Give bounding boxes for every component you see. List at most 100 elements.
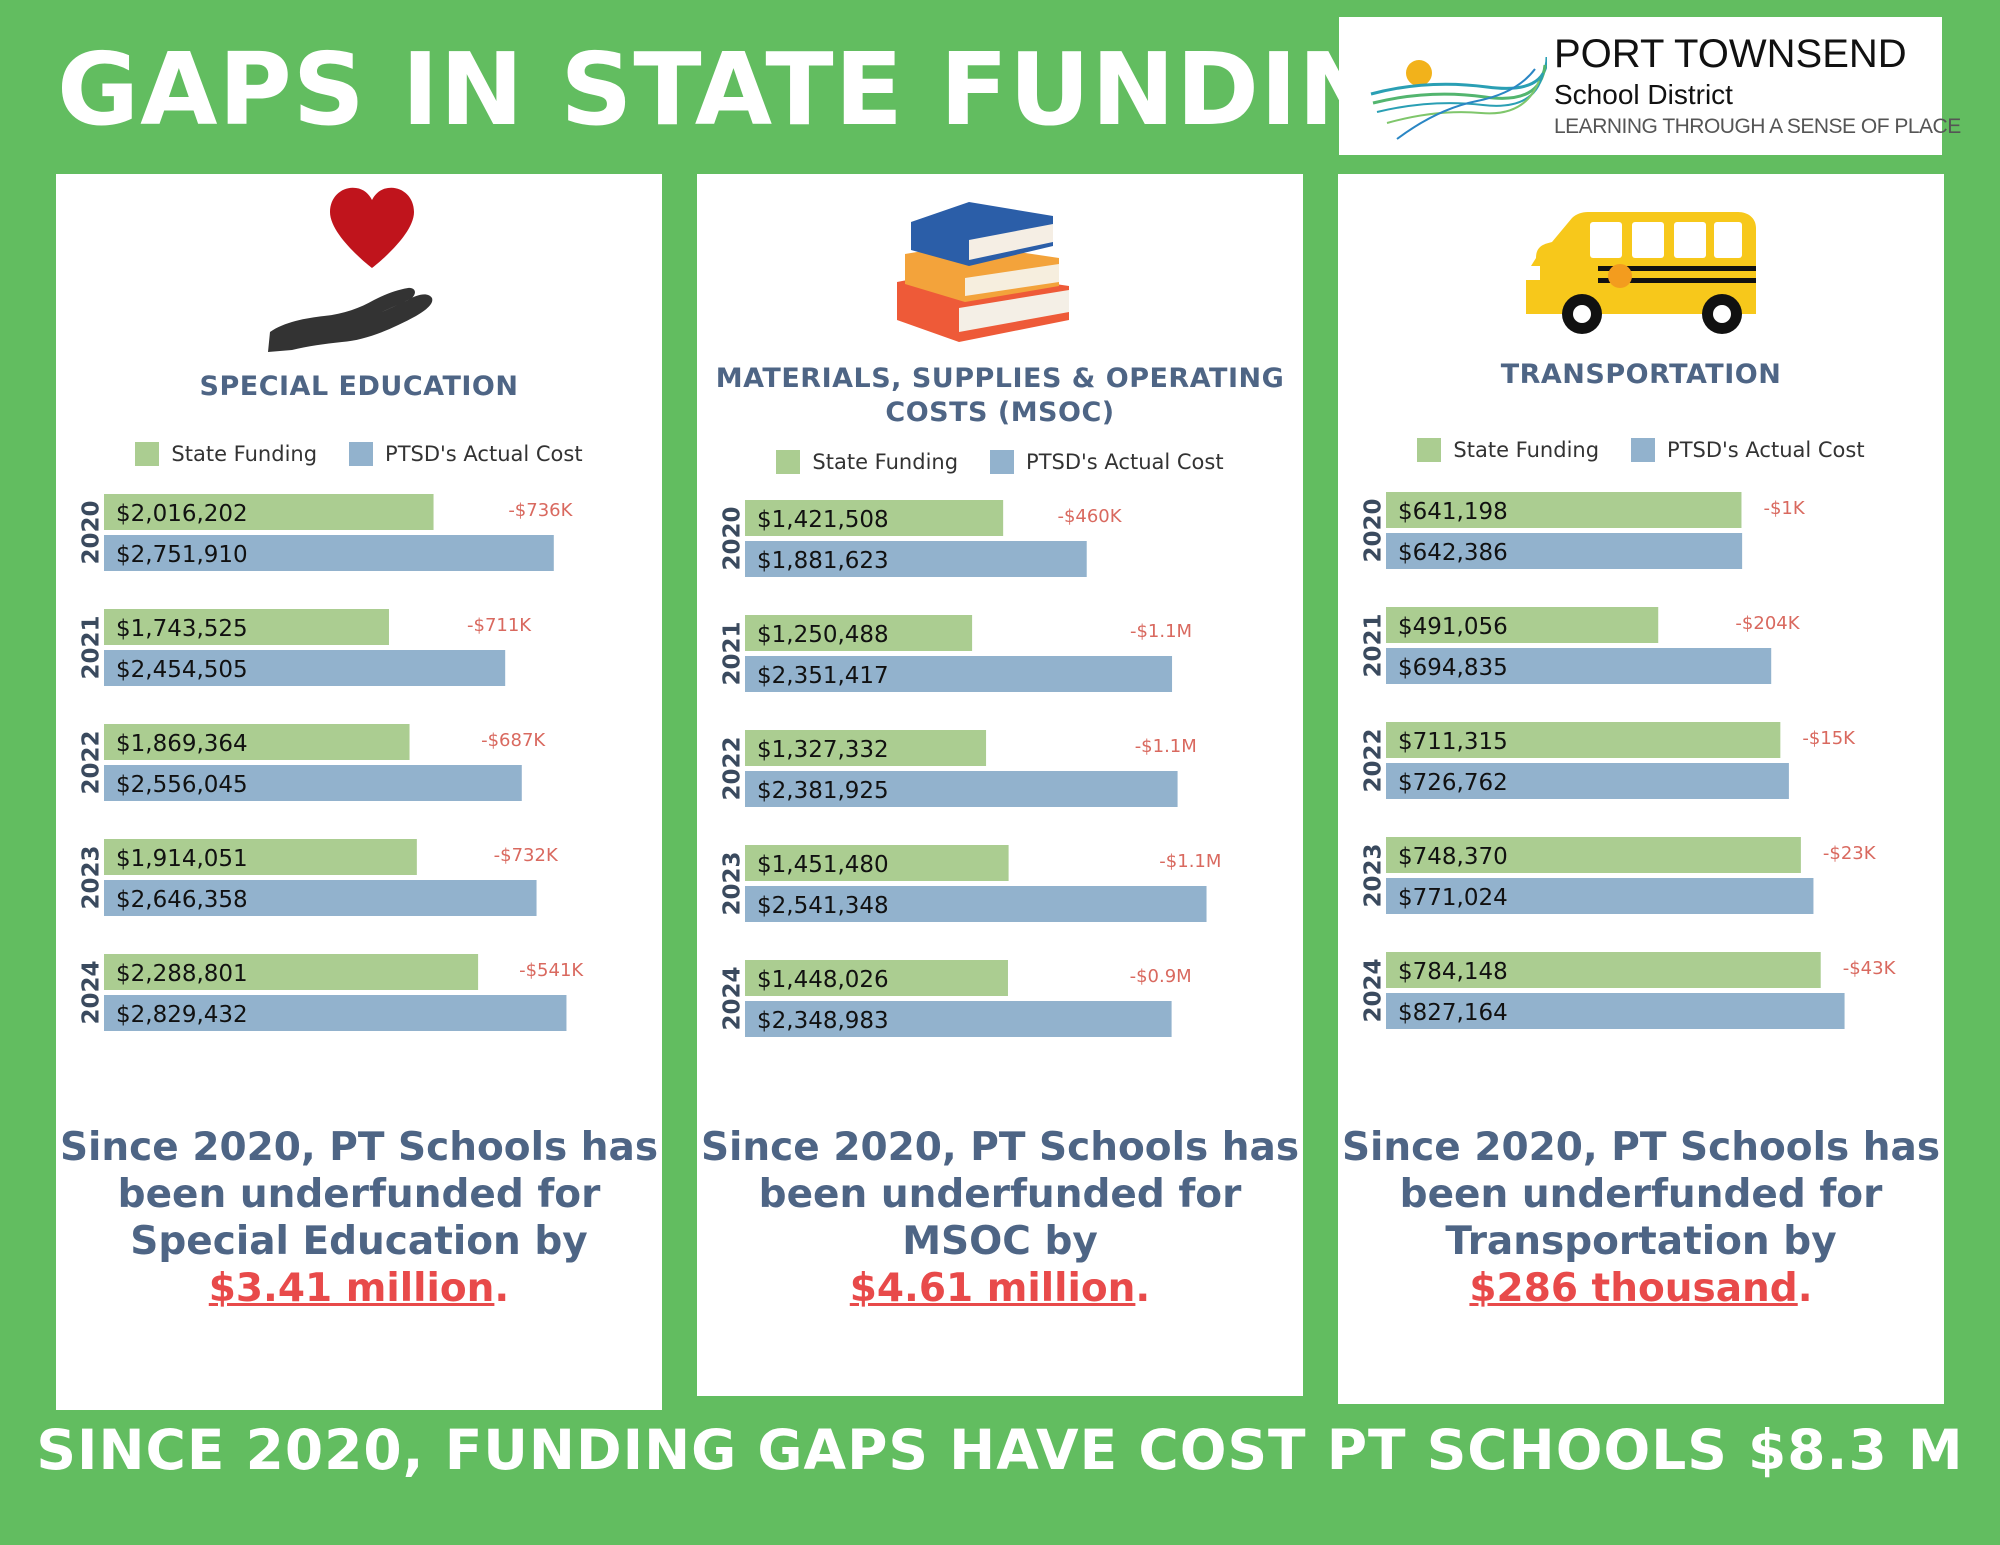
year-label-2022: 2022	[720, 736, 746, 800]
summary-amount: $4.61 million	[849, 1266, 1136, 1311]
gap-label-2024: -$541K	[519, 960, 584, 981]
district-logo: PORT TOWNSEND School District LEARNING T…	[1339, 17, 1961, 155]
year-label-2023: 2023	[720, 851, 746, 915]
bar-state-funding-2022	[1386, 722, 1781, 758]
year-label-2021: 2021	[1361, 613, 1387, 677]
year-label-2022: 2022	[79, 730, 105, 794]
legend-actual-cost: PTSD's Actual Cost	[349, 442, 583, 466]
bar-state-funding-2020	[104, 494, 434, 530]
gap-label-2020: -$1K	[1763, 498, 1805, 519]
panel-transportation: TRANSPORTATION State Funding PTSD's Actu…	[1338, 174, 1944, 1404]
bar-label-actual-2023: $771,024	[1398, 885, 1508, 911]
bar-label-actual-2024: $2,829,432	[116, 1002, 248, 1028]
bar-label-state-2021: $491,056	[1398, 614, 1508, 640]
panel-title: TRANSPORTATION	[1500, 359, 1782, 390]
district-subtitle: School District	[1554, 79, 1733, 110]
legend-label-state: State Funding	[1453, 438, 1600, 462]
chart-legend: State Funding PTSD's Actual Cost	[1338, 438, 1944, 462]
bar-label-state-2023: $748,370	[1398, 844, 1508, 870]
bar-label-state-2024: $1,448,026	[757, 967, 889, 993]
bar-label-state-2020: $641,198	[1398, 499, 1508, 525]
bar-state-funding-2020	[745, 500, 1004, 536]
gap-label-2020: -$736K	[508, 500, 573, 521]
legend-label-state: State Funding	[812, 450, 959, 474]
legend-label-actual: PTSD's Actual Cost	[385, 442, 583, 466]
year-label-2023: 2023	[79, 845, 105, 909]
summary-amount: $3.41 million	[208, 1266, 495, 1311]
bar-label-state-2021: $1,250,488	[757, 622, 889, 648]
legend-state-funding: State Funding	[776, 450, 958, 474]
bar-actual-cost-2024	[745, 1001, 1172, 1037]
bar-label-state-2022: $711,315	[1398, 729, 1508, 755]
bar-label-actual-2022: $2,556,045	[116, 772, 248, 798]
summary-text: Since 2020, PT Schools has been underfun…	[697, 1124, 1303, 1312]
bar-label-actual-2022: $726,762	[1398, 770, 1508, 796]
gap-label-2022: -$1.1M	[1135, 736, 1197, 757]
bar-chart: $2,016,202 $2,751,910 -$736K 2020 $1,743,525…	[79, 494, 584, 1031]
bar-label-state-2023: $1,451,480	[757, 852, 889, 878]
summary-lead: Since 2020, PT Schools has been underfun…	[59, 1125, 659, 1264]
summary-text: Since 2020, PT Schools has been underfun…	[1338, 1124, 1944, 1312]
year-label-2022: 2022	[1361, 728, 1387, 792]
bar-label-state-2024: $2,288,801	[116, 961, 248, 987]
legend-swatch-actual	[990, 450, 1015, 474]
year-label-2021: 2021	[720, 621, 746, 685]
gap-label-2022: -$15K	[1802, 728, 1856, 749]
bar-actual-cost-2024	[104, 995, 567, 1031]
gap-label-2021: -$204K	[1735, 613, 1800, 634]
summary-text: Since 2020, PT Schools has been underfun…	[56, 1124, 662, 1312]
summary-period: .	[494, 1266, 510, 1311]
bar-label-state-2022: $1,327,332	[757, 737, 889, 763]
bar-state-funding-2020	[1386, 492, 1742, 528]
bar-state-funding-2023	[745, 845, 1009, 881]
bar-label-actual-2023: $2,541,348	[757, 893, 889, 919]
footer-headline: SINCE 2020, FUNDING GAPS HAVE COST PT SC…	[36, 1418, 1964, 1482]
legend-actual-cost: PTSD's Actual Cost	[990, 450, 1224, 474]
gap-label-2023: -$732K	[494, 845, 559, 866]
bar-label-actual-2023: $2,646,358	[116, 887, 248, 913]
panel-special-education: SPECIAL EDUCATION State Funding PTSD's A…	[56, 174, 662, 1410]
sun-and-waves-logo-icon	[1370, 56, 1547, 140]
panel-title: MATERIALS, SUPPLIES & OPERATING COSTS (M…	[715, 363, 1285, 428]
bar-state-funding-2024	[1386, 952, 1821, 988]
summary-period: .	[1135, 1266, 1151, 1311]
bar-state-funding-2023	[104, 839, 417, 875]
bar-chart: $1,421,508 $1,881,623 -$460K 2020 $1,250,488…	[720, 500, 1221, 1037]
gap-label-2021: -$1.1M	[1130, 621, 1192, 642]
gap-label-2020: -$460K	[1057, 506, 1122, 527]
summary-amount: $286 thousand	[1469, 1266, 1798, 1311]
bar-state-funding-2022	[745, 730, 987, 766]
bar-actual-cost-2023	[104, 880, 537, 916]
bar-actual-cost-2021	[745, 656, 1173, 692]
bar-label-actual-2020: $1,881,623	[757, 548, 889, 574]
gap-label-2023: -$1.1M	[1159, 851, 1221, 872]
bar-actual-cost-2020	[745, 541, 1087, 577]
bar-label-actual-2022: $2,381,925	[757, 778, 889, 804]
gap-label-2024: -$0.9M	[1130, 966, 1192, 987]
bar-actual-cost-2020	[1386, 533, 1743, 569]
bar-label-actual-2020: $2,751,910	[116, 542, 248, 568]
bar-label-state-2022: $1,869,364	[116, 731, 248, 757]
legend-state-funding: State Funding	[135, 442, 317, 466]
page-title: GAPS IN STATE FUNDING	[57, 31, 1466, 148]
bar-state-funding-2021	[1386, 607, 1659, 643]
bar-state-funding-2022	[104, 724, 410, 760]
bar-actual-cost-2020	[104, 535, 554, 571]
legend-label-state: State Funding	[171, 442, 318, 466]
chart-legend: State Funding PTSD's Actual Cost	[56, 442, 662, 466]
heart-in-hand-icon	[268, 187, 433, 352]
bar-state-funding-2021	[745, 615, 973, 651]
legend-swatch-actual	[1631, 438, 1656, 462]
bar-actual-cost-2022	[1386, 763, 1789, 799]
bar-label-state-2021: $1,743,525	[116, 616, 248, 642]
bar-state-funding-2021	[104, 609, 389, 645]
year-label-2024: 2024	[720, 966, 746, 1030]
year-label-2020: 2020	[1361, 498, 1387, 562]
legend-state-funding: State Funding	[1417, 438, 1599, 462]
bar-actual-cost-2024	[1386, 993, 1845, 1029]
legend-swatch-state	[776, 450, 801, 474]
gap-label-2021: -$711K	[467, 615, 532, 636]
gap-label-2023: -$23K	[1823, 843, 1877, 864]
year-label-2024: 2024	[1361, 958, 1387, 1022]
panel-title: SPECIAL EDUCATION	[199, 371, 519, 402]
